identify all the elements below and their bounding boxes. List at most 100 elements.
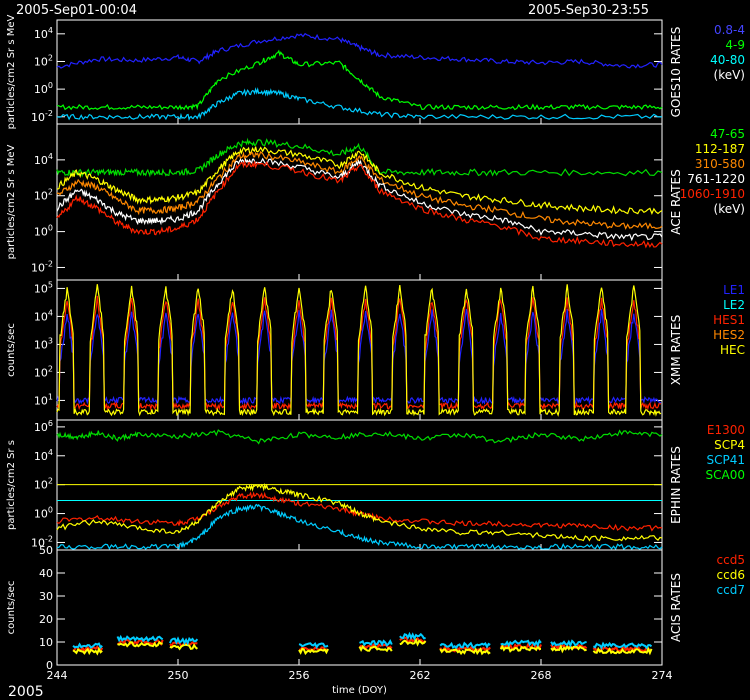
xtick-label-268: 268 [531,669,552,682]
series-0-0-8-4 [56,32,663,69]
ytick-label-0-0: 104 [34,26,53,41]
xtick-label-256: 256 [289,669,310,682]
series-1-112-187 [56,146,663,215]
series-4-ccd6-seg-8 [550,644,587,654]
series-0-4-9 [56,49,663,111]
ytick-label-4-3: 30 [39,590,53,603]
legend-1-5: (keV) [714,202,745,216]
legend-0-1: 4-9 [725,38,745,52]
ytick-label-4-0: 0 [46,659,53,672]
legend-0-0: 0.8-4 [714,23,745,37]
legend-2-0: LE1 [723,283,745,297]
legend-4-1: ccd6 [717,568,745,582]
series-1-1060-1910 [56,159,663,249]
legend-2-2: HES1 [713,313,745,327]
series-1-47-65 [56,137,663,178]
series-4-ccd6-seg-7 [499,644,542,653]
ytick-label-3-3: 100 [34,506,53,521]
series-4-ccd6-seg-4 [358,644,393,653]
series-4-ccd5-seg-9 [592,644,652,654]
series-4-ccd7-seg-5 [399,631,426,641]
year-label: 2005 [8,684,44,700]
series-4-ccd7-seg-8 [550,639,587,648]
series-3-e1300 [56,491,663,532]
x-axis-label: time (DOY) [332,685,387,696]
legend-3-1: SCP4 [714,438,745,452]
panel-title-4: ACIS RATES [669,573,683,642]
legend-1-2: 310-580 [695,157,745,171]
ytick-label-3-1: 104 [34,448,53,463]
ytick-label-1-0: 104 [34,152,53,167]
xtick-label-250: 250 [168,669,189,682]
ytick-label-1-2: 100 [34,224,53,239]
ytick-label-4-4: 40 [39,567,53,580]
start-time-label: 2005-Sep01-00:04 [16,3,137,18]
legend-4-2: ccd7 [717,583,745,597]
ylabel-3: particles/cm2 Sr s [6,440,17,530]
series-1-310-580 [56,150,663,230]
ytick-label-2-0: 105 [34,280,53,295]
series-0-40-80 [56,87,663,122]
legend-1-0: 47-65 [710,127,745,141]
series-4-ccd6-seg-5 [399,637,427,647]
ytick-label-1-1: 102 [34,188,53,203]
legend-2-1: LE2 [723,298,745,312]
ytick-label-0-3: 10-2 [31,109,53,124]
series-3-sca00 [56,429,663,445]
legend-3-2: SCP41 [706,453,745,467]
series-4-ccd5-seg-3 [298,646,329,652]
xtick-label-274: 274 [652,669,673,682]
series-4-ccd7-seg-9 [592,641,653,650]
series-4-ccd5-seg-6 [439,643,491,654]
ylabel-4: counts/sec [6,581,17,635]
ytick-label-4-5: 50 [39,544,53,557]
legend-1-1: 112-187 [695,142,745,156]
legend-0-3: (keV) [714,68,745,82]
xtick-label-262: 262 [410,669,431,682]
legend-2-4: HEC [720,343,745,357]
series-3-scp4 [56,482,663,542]
ytick-label-2-4: 101 [34,392,53,407]
legend-4-0: ccd5 [717,553,745,567]
legend-2-3: HES2 [713,328,745,342]
legend-1-3: 761-1220 [687,172,745,186]
legend-0-2: 40-80 [710,53,745,67]
panel-title-1: ACE RATES [669,169,683,234]
end-time-label: 2005-Sep30-23:55 [528,3,649,18]
series-4-ccd7-seg-7 [500,638,542,648]
legend-3-0: E1300 [707,423,745,437]
series-4-ccd6-seg-6 [439,647,491,656]
ytick-label-2-1: 104 [34,308,53,323]
series-2-hec [56,284,662,417]
ylabel-0: particles/cm2 Sr s MeV [6,14,17,129]
legend-3-3: SCA00 [706,468,745,482]
series-4-ccd7-seg-3 [298,641,329,649]
xtick-label-244: 244 [47,669,68,682]
series-4-ccd5-seg-8 [550,643,588,652]
ylabel-1: particles/cm2 Sr s MeV [6,144,17,259]
panel-frame-4 [56,549,663,666]
series-1-761-1220 [56,157,663,242]
ylabel-2: counts/sec [6,323,17,377]
series-3-scp41 [56,503,663,551]
series-4-ccd7-seg-6 [439,641,491,650]
series-4-ccd7-seg-4 [359,638,393,647]
ytick-label-3-4: 10-2 [31,534,53,549]
series-4-ccd6-seg-2 [169,643,199,651]
panel-title-2: XMM RATES [669,315,683,385]
series-4-ccd7-seg-2 [169,636,199,646]
ytick-label-0-2: 100 [34,81,53,96]
panel-title-0: GOES10 RATES [669,27,683,118]
ytick-label-4-2: 20 [39,613,53,626]
series-4-ccd6-seg-1 [117,640,163,648]
series-4-ccd7-seg-0 [72,642,103,650]
series-4-ccd6-seg-9 [592,646,653,656]
ytick-label-3-0: 106 [34,419,53,434]
ytick-label-4-1: 10 [39,636,53,649]
ytick-label-2-2: 103 [34,336,53,351]
ytick-label-3-2: 102 [34,477,53,492]
legend-1-4: 1060-1910 [680,187,745,201]
ytick-label-0-1: 102 [34,53,53,68]
